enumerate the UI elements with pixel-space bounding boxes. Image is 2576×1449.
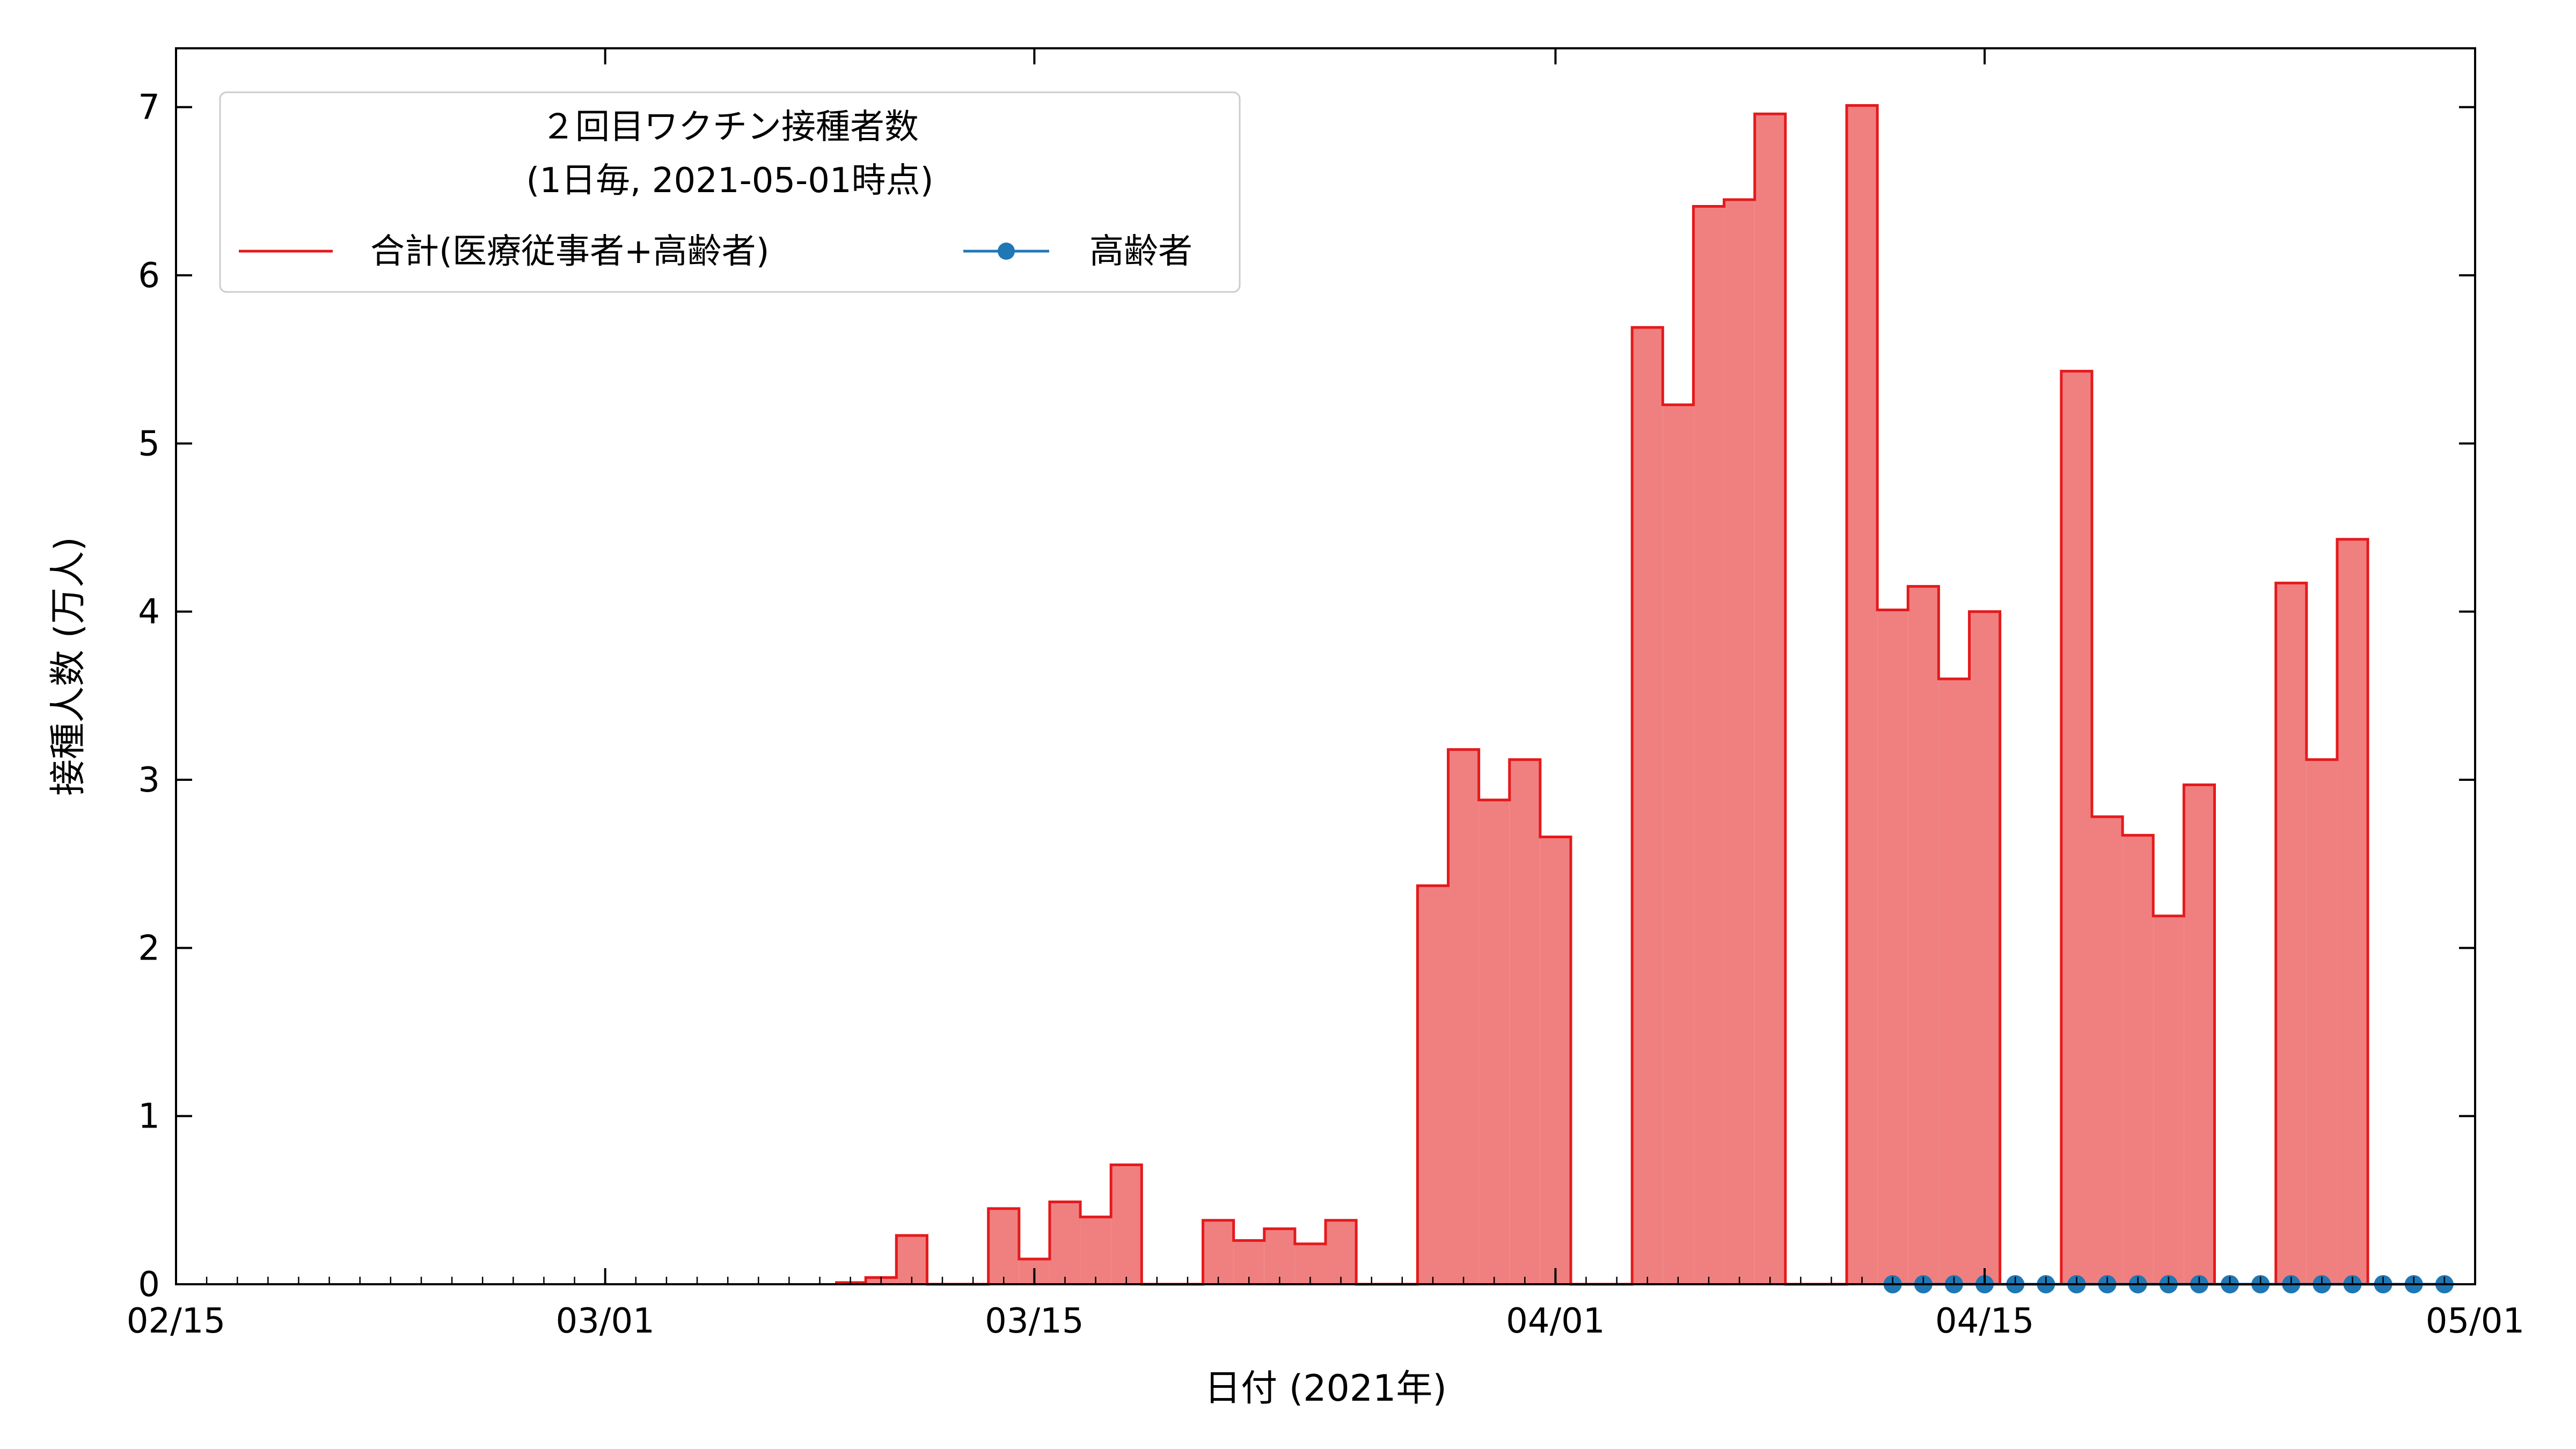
bar-36 [1938, 679, 1970, 1284]
bar-37 [1969, 611, 2000, 1284]
bar-41 [2092, 816, 2123, 1284]
x-tick-label-4: 04/15 [1935, 1301, 2034, 1341]
bar-30 [1754, 114, 1785, 1285]
legend-box [219, 91, 1241, 293]
legend-entry-total: 合計(医療従事者+高齢者) [370, 232, 770, 272]
bar-9 [1111, 1165, 1142, 1284]
bar-22 [1509, 759, 1540, 1284]
bar-16 [1326, 1220, 1357, 1284]
bar-44 [2184, 785, 2215, 1284]
y-tick-label-4: 4 [138, 592, 160, 632]
x-tick-label-1: 03/01 [555, 1301, 654, 1341]
plot-frame [175, 47, 2476, 1285]
bar-26 [1632, 327, 1663, 1285]
legend-entry-elderly: 高齢者 [1089, 232, 1192, 272]
bar-20 [1448, 749, 1479, 1284]
bar-12 [1203, 1220, 1234, 1284]
y-axis-label: 接種人数 (万人) [47, 537, 90, 796]
bar-49 [2337, 539, 2368, 1284]
y-tick-label-5: 5 [138, 424, 160, 464]
bar-40 [2061, 371, 2092, 1284]
bar-2 [896, 1235, 927, 1284]
y-tick-label-3: 3 [138, 760, 160, 800]
x-axis-label: 日付 (2021年) [1204, 1367, 1447, 1410]
bar-5 [988, 1209, 1019, 1284]
bar-35 [1908, 586, 1939, 1284]
legend-title-line1: ２回目ワクチン接種者数 [541, 107, 919, 147]
bar-28 [1693, 206, 1724, 1284]
x-tick-label-5: 05/01 [2426, 1301, 2524, 1341]
bar-19 [1417, 885, 1448, 1284]
bar-7 [1049, 1202, 1081, 1284]
bar-42 [2123, 835, 2154, 1284]
y-tick-label-7: 7 [138, 88, 160, 128]
x-tick-label-0: 02/15 [127, 1301, 225, 1341]
bar-43 [2153, 916, 2184, 1284]
x-axis-ticks: 02/15 03/01 03/15 04/01 04/15 05/01 [127, 48, 2524, 1341]
x-tick-label-3: 04/01 [1506, 1301, 1605, 1341]
bar-8 [1080, 1217, 1111, 1284]
bar-33 [1847, 105, 1878, 1284]
bar-34 [1877, 610, 1908, 1284]
y-tick-label-6: 6 [138, 256, 160, 296]
bar-21 [1479, 800, 1510, 1284]
bar-23 [1540, 837, 1571, 1284]
y-tick-label-2: 2 [138, 928, 160, 968]
legend-title-line2: (1日毎, 2021-05-01時点) [526, 161, 933, 201]
x-tick-label-2: 03/15 [985, 1301, 1084, 1341]
legend: ２回目ワクチン接種者数 (1日毎, 2021-05-01時点) 合計(医療従事者… [219, 91, 1241, 293]
bar-47 [2275, 583, 2307, 1284]
bar-48 [2306, 759, 2337, 1284]
series-layer [835, 104, 2454, 1293]
legend-marker-elderly [998, 243, 1015, 260]
y-tick-label-0: 0 [138, 1265, 160, 1305]
bar-14 [1264, 1228, 1295, 1284]
y-tick-label-1: 1 [138, 1097, 160, 1137]
bar-27 [1663, 405, 1694, 1285]
bar-29 [1724, 200, 1755, 1284]
